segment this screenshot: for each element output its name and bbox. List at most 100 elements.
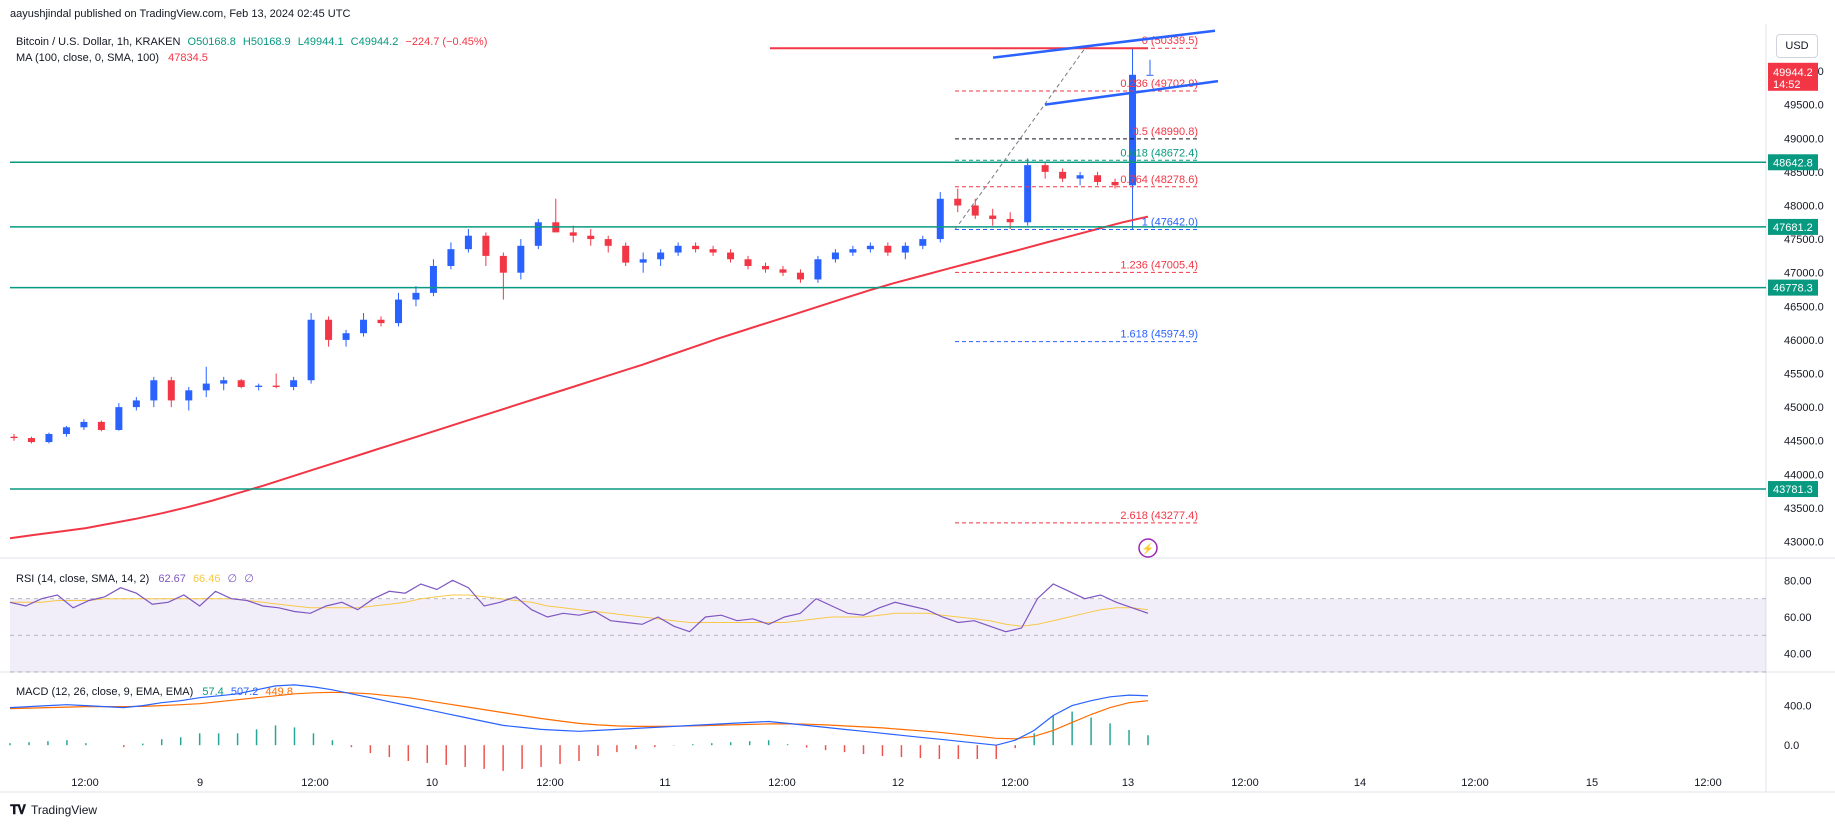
candle — [971, 205, 979, 216]
ohlc-close: C49944.2 — [350, 36, 399, 48]
macd-tick-label: 0.0 — [1784, 740, 1799, 752]
candle — [1041, 165, 1049, 172]
rsi-tick-label: 80.00 — [1784, 575, 1812, 587]
candle — [604, 239, 612, 246]
ma100-line — [9, 215, 1149, 540]
symbol-name: Bitcoin / U.S. Dollar, 1h, KRAKEN — [16, 36, 181, 48]
candle — [1059, 171, 1067, 179]
candle — [132, 400, 140, 408]
candle — [447, 249, 455, 266]
macd-hist-value: 57.4 — [202, 686, 224, 698]
candle — [150, 380, 158, 401]
ohlc-low: L49944.1 — [297, 36, 344, 48]
lightning-icon-glyph: ⚡ — [1142, 542, 1154, 555]
publisher-line: aayushjindal published on TradingView.co… — [10, 8, 351, 20]
support-price-tag — [1768, 154, 1818, 171]
time-tick-label: 12 — [892, 777, 904, 789]
support-price-label: 46778.3 — [1773, 283, 1813, 295]
support-price-tag — [1768, 481, 1818, 498]
fib-trend-line — [954, 47, 1086, 230]
support-price-tag — [1768, 218, 1818, 235]
candle — [27, 438, 35, 443]
fib-level-label: 1.236 (47005.4) — [1120, 259, 1198, 271]
macd-signal-value: 449.8 — [265, 686, 293, 698]
candle — [272, 385, 280, 387]
support-price-label: 47681.2 — [1773, 222, 1813, 234]
ohlc-open: O50168.8 — [187, 36, 236, 48]
rsi-tick-label: 40.00 — [1784, 649, 1812, 661]
brand-footer[interactable]: 𝐓𝐕 TradingView — [10, 802, 97, 818]
time-tick-label: 9 — [197, 777, 203, 789]
candle — [325, 319, 333, 340]
rsi-ma-value: 66.46 — [192, 573, 221, 585]
price-tick-label: 44000.0 — [1784, 469, 1824, 481]
macd-line — [9, 684, 1149, 746]
ohlc-high: H50168.9 — [242, 36, 291, 48]
time-tick-label: 12:00 — [1461, 777, 1489, 789]
rsi-tick-label: 60.00 — [1784, 612, 1812, 624]
candle — [954, 198, 962, 206]
candle — [360, 319, 368, 334]
candle — [657, 252, 665, 260]
support-price-label: 48642.8 — [1773, 157, 1813, 169]
ma-legend[interactable]: MA (100, close, 0, SMA, 100) 47834.5 — [16, 52, 208, 64]
candle — [884, 245, 892, 253]
candle — [45, 434, 53, 443]
fib-level-label: 0.764 (48278.6) — [1120, 174, 1198, 186]
candle — [989, 215, 997, 219]
candle — [744, 259, 752, 266]
candle — [185, 390, 193, 401]
candle — [394, 299, 402, 324]
support-price-tag — [1768, 279, 1818, 296]
channel-upper-line — [992, 29, 1216, 59]
currency-button[interactable]: USD — [1776, 34, 1818, 58]
candle — [866, 245, 874, 250]
time-tick-label: 12:00 — [1231, 777, 1259, 789]
brand-name: TradingView — [31, 803, 98, 817]
candle — [1129, 74, 1137, 186]
candle — [587, 235, 595, 240]
fib-level-label: 0.618 (48672.4) — [1120, 147, 1198, 159]
candle — [569, 232, 577, 236]
candle — [307, 319, 315, 381]
lightning-icon — [1138, 538, 1158, 558]
candle — [779, 269, 787, 273]
rsi-band — [10, 598, 1766, 672]
candle — [412, 292, 420, 300]
tradingview-logo-icon: 𝐓𝐕 — [10, 802, 26, 817]
time-tick-label: 15 — [1586, 777, 1598, 789]
candle — [517, 245, 525, 273]
current-price-tag — [1768, 62, 1818, 91]
price-tick-label: 47500.0 — [1784, 234, 1824, 246]
fib-level-label: 0.5 (48990.8) — [1133, 126, 1198, 138]
rsi-legend[interactable]: RSI (14, close, SMA, 14, 2) 62.67 66.46 … — [16, 572, 254, 585]
candle — [255, 385, 263, 387]
ma-value: 47834.5 — [168, 52, 208, 64]
price-tick-label: 45500.0 — [1784, 369, 1824, 381]
time-tick-label: 12:00 — [536, 777, 564, 789]
candle — [290, 380, 298, 387]
macd-tick-label: 400.0 — [1784, 701, 1812, 713]
fib-level-label: 2.618 (43277.4) — [1120, 510, 1198, 522]
price-tick-label: 43000.0 — [1784, 537, 1824, 549]
candle — [709, 249, 717, 253]
support-price-label: 43781.3 — [1773, 484, 1813, 496]
ma-label: MA (100, close, 0, SMA, 100) — [16, 52, 160, 64]
time-tick-label: 10 — [426, 777, 438, 789]
candle — [762, 265, 770, 270]
candle — [849, 249, 857, 253]
candle — [97, 421, 105, 430]
time-tick-label: 12:00 — [768, 777, 796, 789]
candle — [1006, 218, 1014, 223]
rsi-line — [9, 579, 1149, 633]
symbol-line: Bitcoin / U.S. Dollar, 1h, KRAKEN O50168… — [16, 36, 487, 48]
candle — [499, 255, 507, 273]
price-tick-label: 45000.0 — [1784, 402, 1824, 414]
candle — [1076, 175, 1084, 179]
candle — [534, 222, 542, 246]
current-price-label: 49944.2 — [1773, 67, 1813, 79]
macd-legend[interactable]: MACD (12, 26, close, 9, EMA, EMA) 57.4 5… — [16, 686, 293, 698]
price-tick-label: 44500.0 — [1784, 436, 1824, 448]
candle — [622, 245, 630, 263]
